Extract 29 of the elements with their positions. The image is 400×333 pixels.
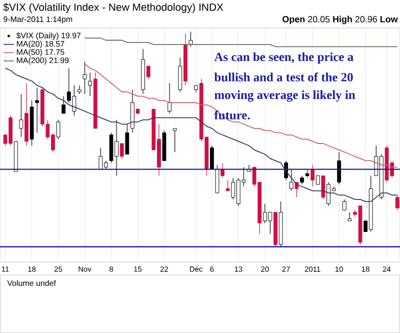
candlestick (35, 87, 40, 134)
candlestick (342, 199, 346, 210)
candlestick (215, 164, 220, 194)
candlestick (62, 96, 66, 114)
candlestick (146, 66, 150, 80)
candlestick (210, 145, 214, 170)
candlestick (310, 164, 315, 187)
annotation: As can be seen, the price a (214, 52, 354, 64)
candlestick (19, 94, 24, 138)
annotation: moving average is likely in (214, 90, 356, 102)
candlestick (78, 85, 82, 94)
candlestick (337, 152, 342, 185)
candlestick (56, 120, 60, 140)
candlestick (168, 82, 172, 114)
candlestick (289, 169, 294, 192)
candlestick (321, 175, 326, 200)
candlestick (178, 57, 182, 92)
candlestick (188, 31, 193, 48)
candlestick (125, 124, 130, 155)
candlestick (88, 72, 92, 96)
candlestick (226, 180, 230, 192)
candlestick (395, 194, 400, 210)
chart-title: $VIX (Volatility Index - New Methodology) INDX (3, 3, 224, 13)
candlestick (82, 61, 87, 94)
candlestick (172, 128, 177, 152)
candlestick (220, 162, 224, 178)
candlestick (120, 143, 124, 159)
annotation: bullish and a test of the 20 (214, 72, 353, 82)
text: Open 20.05 High 20.96 Low (282, 16, 398, 24)
